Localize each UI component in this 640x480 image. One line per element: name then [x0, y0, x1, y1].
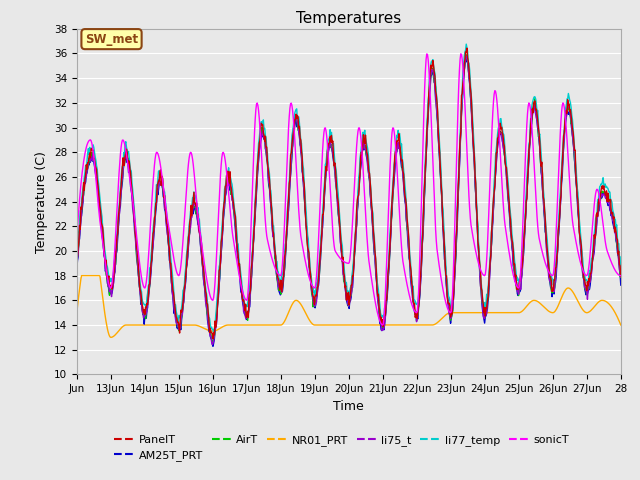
Legend: PanelT, AM25T_PRT, AirT, NR01_PRT, li75_t, li77_temp, sonicT: PanelT, AM25T_PRT, AirT, NR01_PRT, li75_… [109, 430, 573, 466]
AM25T_PRT [73, 268, 81, 274]
sonicT [390, 125, 397, 131]
li77_temp [487, 241, 495, 247]
AM25T_PRT [404, 235, 412, 240]
PanelT [463, 45, 471, 51]
Line: AirT: AirT [77, 55, 621, 342]
li75_t [106, 288, 114, 293]
Title: Temperatures: Temperatures [296, 11, 401, 26]
NR01_PRT [77, 273, 85, 278]
PanelT [73, 254, 81, 260]
Y-axis label: Temperature (C): Temperature (C) [35, 151, 48, 252]
AirT [106, 289, 114, 295]
AirT [617, 274, 625, 279]
AM25T_PRT [487, 252, 495, 258]
AirT [463, 52, 470, 58]
sonicT [73, 236, 81, 241]
PanelT [209, 336, 217, 342]
NR01_PRT [617, 322, 625, 328]
NR01_PRT [487, 310, 495, 315]
PanelT [487, 252, 495, 258]
li75_t [617, 274, 625, 280]
sonicT [420, 104, 428, 109]
AirT [404, 228, 412, 234]
li77_temp [390, 173, 397, 179]
li77_temp [404, 223, 412, 228]
sonicT [457, 51, 465, 57]
PanelT [543, 241, 550, 247]
NR01_PRT [421, 322, 429, 328]
li75_t [404, 228, 412, 234]
NR01_PRT [390, 322, 398, 328]
PanelT [420, 190, 428, 196]
Line: li75_t: li75_t [77, 56, 621, 345]
PanelT [106, 282, 114, 288]
sonicT [404, 285, 412, 290]
Text: SW_met: SW_met [85, 33, 138, 46]
AirT [390, 184, 397, 190]
li75_t [209, 342, 216, 348]
li77_temp [420, 190, 428, 196]
li75_t [463, 53, 471, 59]
NR01_PRT [73, 310, 81, 315]
sonicT [487, 157, 495, 163]
NR01_PRT [404, 322, 412, 328]
X-axis label: Time: Time [333, 400, 364, 413]
AM25T_PRT [106, 290, 114, 296]
li75_t [420, 201, 428, 207]
li77_temp [73, 253, 81, 259]
AM25T_PRT [209, 344, 217, 349]
li77_temp [617, 274, 625, 280]
li75_t [73, 265, 81, 271]
sonicT [379, 322, 387, 328]
NR01_PRT [108, 335, 115, 340]
Line: PanelT: PanelT [77, 48, 621, 339]
AirT [73, 260, 81, 265]
AM25T_PRT [390, 186, 397, 192]
li77_temp [463, 41, 470, 47]
AirT [543, 240, 550, 246]
sonicT [106, 285, 114, 290]
li75_t [390, 182, 397, 188]
AirT [209, 339, 216, 345]
li77_temp [106, 279, 114, 285]
AM25T_PRT [617, 282, 625, 288]
sonicT [543, 264, 550, 270]
AM25T_PRT [543, 245, 550, 251]
li75_t [487, 253, 495, 259]
Line: sonicT: sonicT [77, 54, 621, 325]
PanelT [404, 222, 412, 228]
PanelT [390, 179, 397, 185]
li75_t [543, 249, 550, 255]
sonicT [617, 273, 625, 278]
Line: li77_temp: li77_temp [77, 44, 621, 333]
Line: NR01_PRT: NR01_PRT [77, 276, 621, 337]
PanelT [617, 274, 625, 280]
li77_temp [543, 231, 550, 237]
AM25T_PRT [420, 202, 428, 208]
li77_temp [210, 330, 218, 336]
AirT [487, 251, 495, 256]
Line: AM25T_PRT: AM25T_PRT [77, 59, 621, 347]
NR01_PRT [543, 307, 550, 312]
AirT [420, 201, 428, 206]
AM25T_PRT [463, 56, 470, 62]
NR01_PRT [107, 335, 115, 340]
